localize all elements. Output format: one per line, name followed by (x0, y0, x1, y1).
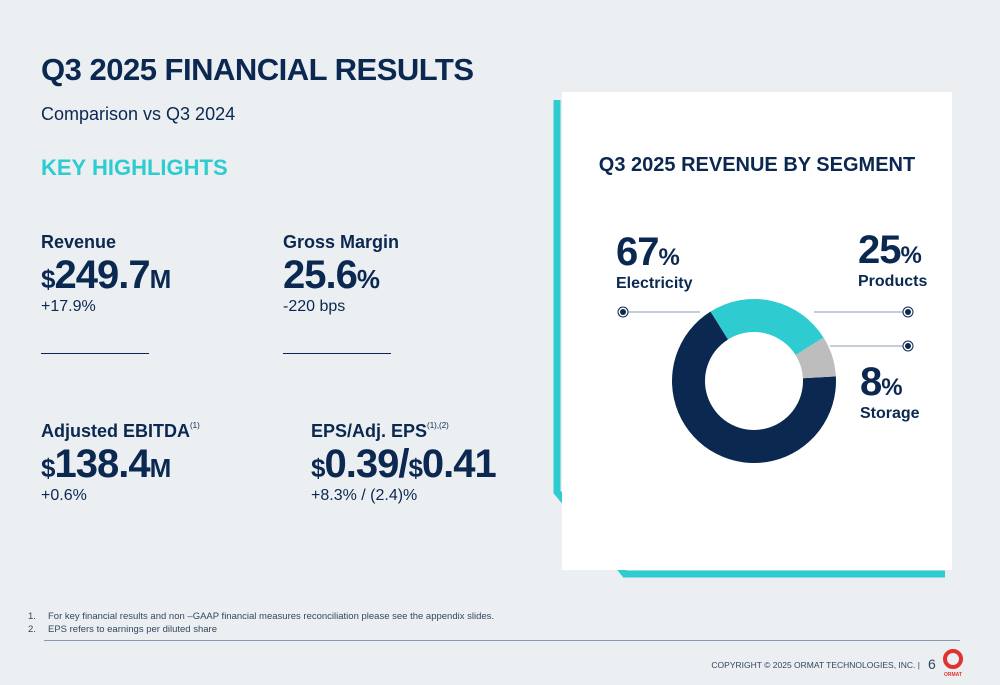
unit: % (881, 374, 902, 401)
currency: $ (408, 453, 423, 483)
unit: % (900, 242, 922, 269)
footnote-text: EPS refers to earnings per diluted share (48, 624, 217, 635)
data-label: 25 (858, 228, 901, 272)
metric-value: 138.4 (54, 442, 150, 486)
donut-slice-products (710, 299, 824, 356)
currency: $ (41, 264, 56, 294)
data-label: 67 (616, 230, 659, 274)
unit: M (149, 264, 172, 294)
metric-change: +0.6% (41, 487, 87, 504)
section-heading: KEY HIGHLIGHTS (41, 155, 228, 180)
segment-name: Storage (860, 405, 920, 422)
divider (41, 353, 149, 354)
footnote-text: For key financial results and non –GAAP … (48, 611, 495, 622)
subtitle: Comparison vs Q3 2024 (41, 104, 236, 124)
svg-text:ORMAT: ORMAT (944, 672, 962, 678)
divider (283, 353, 391, 354)
data-label: 8 (860, 360, 882, 404)
metric-value: 0.39/ (324, 442, 409, 486)
page-number: 6 (928, 656, 936, 672)
metric-label: EPS/Adj. EPS (311, 421, 428, 441)
metric-value: 249.7 (54, 253, 150, 297)
chart-title: Q3 2025 REVENUE BY SEGMENT (598, 154, 916, 176)
footnote-ref: (1) (190, 421, 200, 430)
footnote-2: 2. EPS refers to earnings per diluted sha… (28, 624, 217, 635)
metric-revenue: Revenue $249.7M +17.9% (41, 232, 172, 354)
metric-value: 25.6 (283, 253, 358, 297)
label-electricity: 67% Electricity (616, 230, 692, 293)
label-products: 25% Products (858, 228, 927, 291)
unit: M (149, 453, 172, 483)
metric-change: +17.9% (41, 298, 96, 315)
metric-label: Revenue (41, 232, 117, 252)
metric-label: Adjusted EBITDA (41, 421, 191, 441)
ormat-logo: ORMAT (943, 649, 963, 678)
segment-name: Products (858, 273, 928, 290)
segment-name: Electricity (616, 275, 693, 292)
leader-dots (617, 306, 914, 352)
footer-divider (44, 640, 960, 641)
footnote-number: 2. (28, 624, 36, 635)
label-storage: 8% Storage (860, 360, 920, 423)
page-title: Q3 2025 FINANCIAL RESULTS (41, 52, 474, 87)
footnote-number: 1. (28, 611, 36, 622)
donut-slice-electricity (672, 311, 836, 463)
metric-change: -220 bps (283, 298, 346, 315)
footnote-1: 1. For key financial results and non –GAA… (28, 611, 494, 622)
metric-label: Gross Margin (283, 232, 400, 252)
unit: % (356, 264, 380, 294)
footnote-ref: (1),(2) (427, 421, 449, 430)
currency: $ (41, 453, 56, 483)
unit: % (658, 244, 680, 271)
metric-value-adjusted: 0.41 (421, 442, 497, 486)
metric-eps: EPS/Adj. EPS(1),(2) $0.39/$0.41 +8.3% / … (311, 421, 497, 505)
donut-slice-storage (795, 337, 836, 379)
currency: $ (311, 453, 326, 483)
metric-change: +8.3% / (2.4)% (311, 487, 418, 504)
metric-gross-margin: Gross Margin 25.6% -220 bps (283, 232, 399, 354)
copyright: COPYRIGHT © 2025 ORMAT TECHNOLOGIES, INC… (711, 660, 920, 670)
metric-adjusted-ebitda: Adjusted EBITDA(1) $138.4M +0.6% (41, 421, 200, 505)
